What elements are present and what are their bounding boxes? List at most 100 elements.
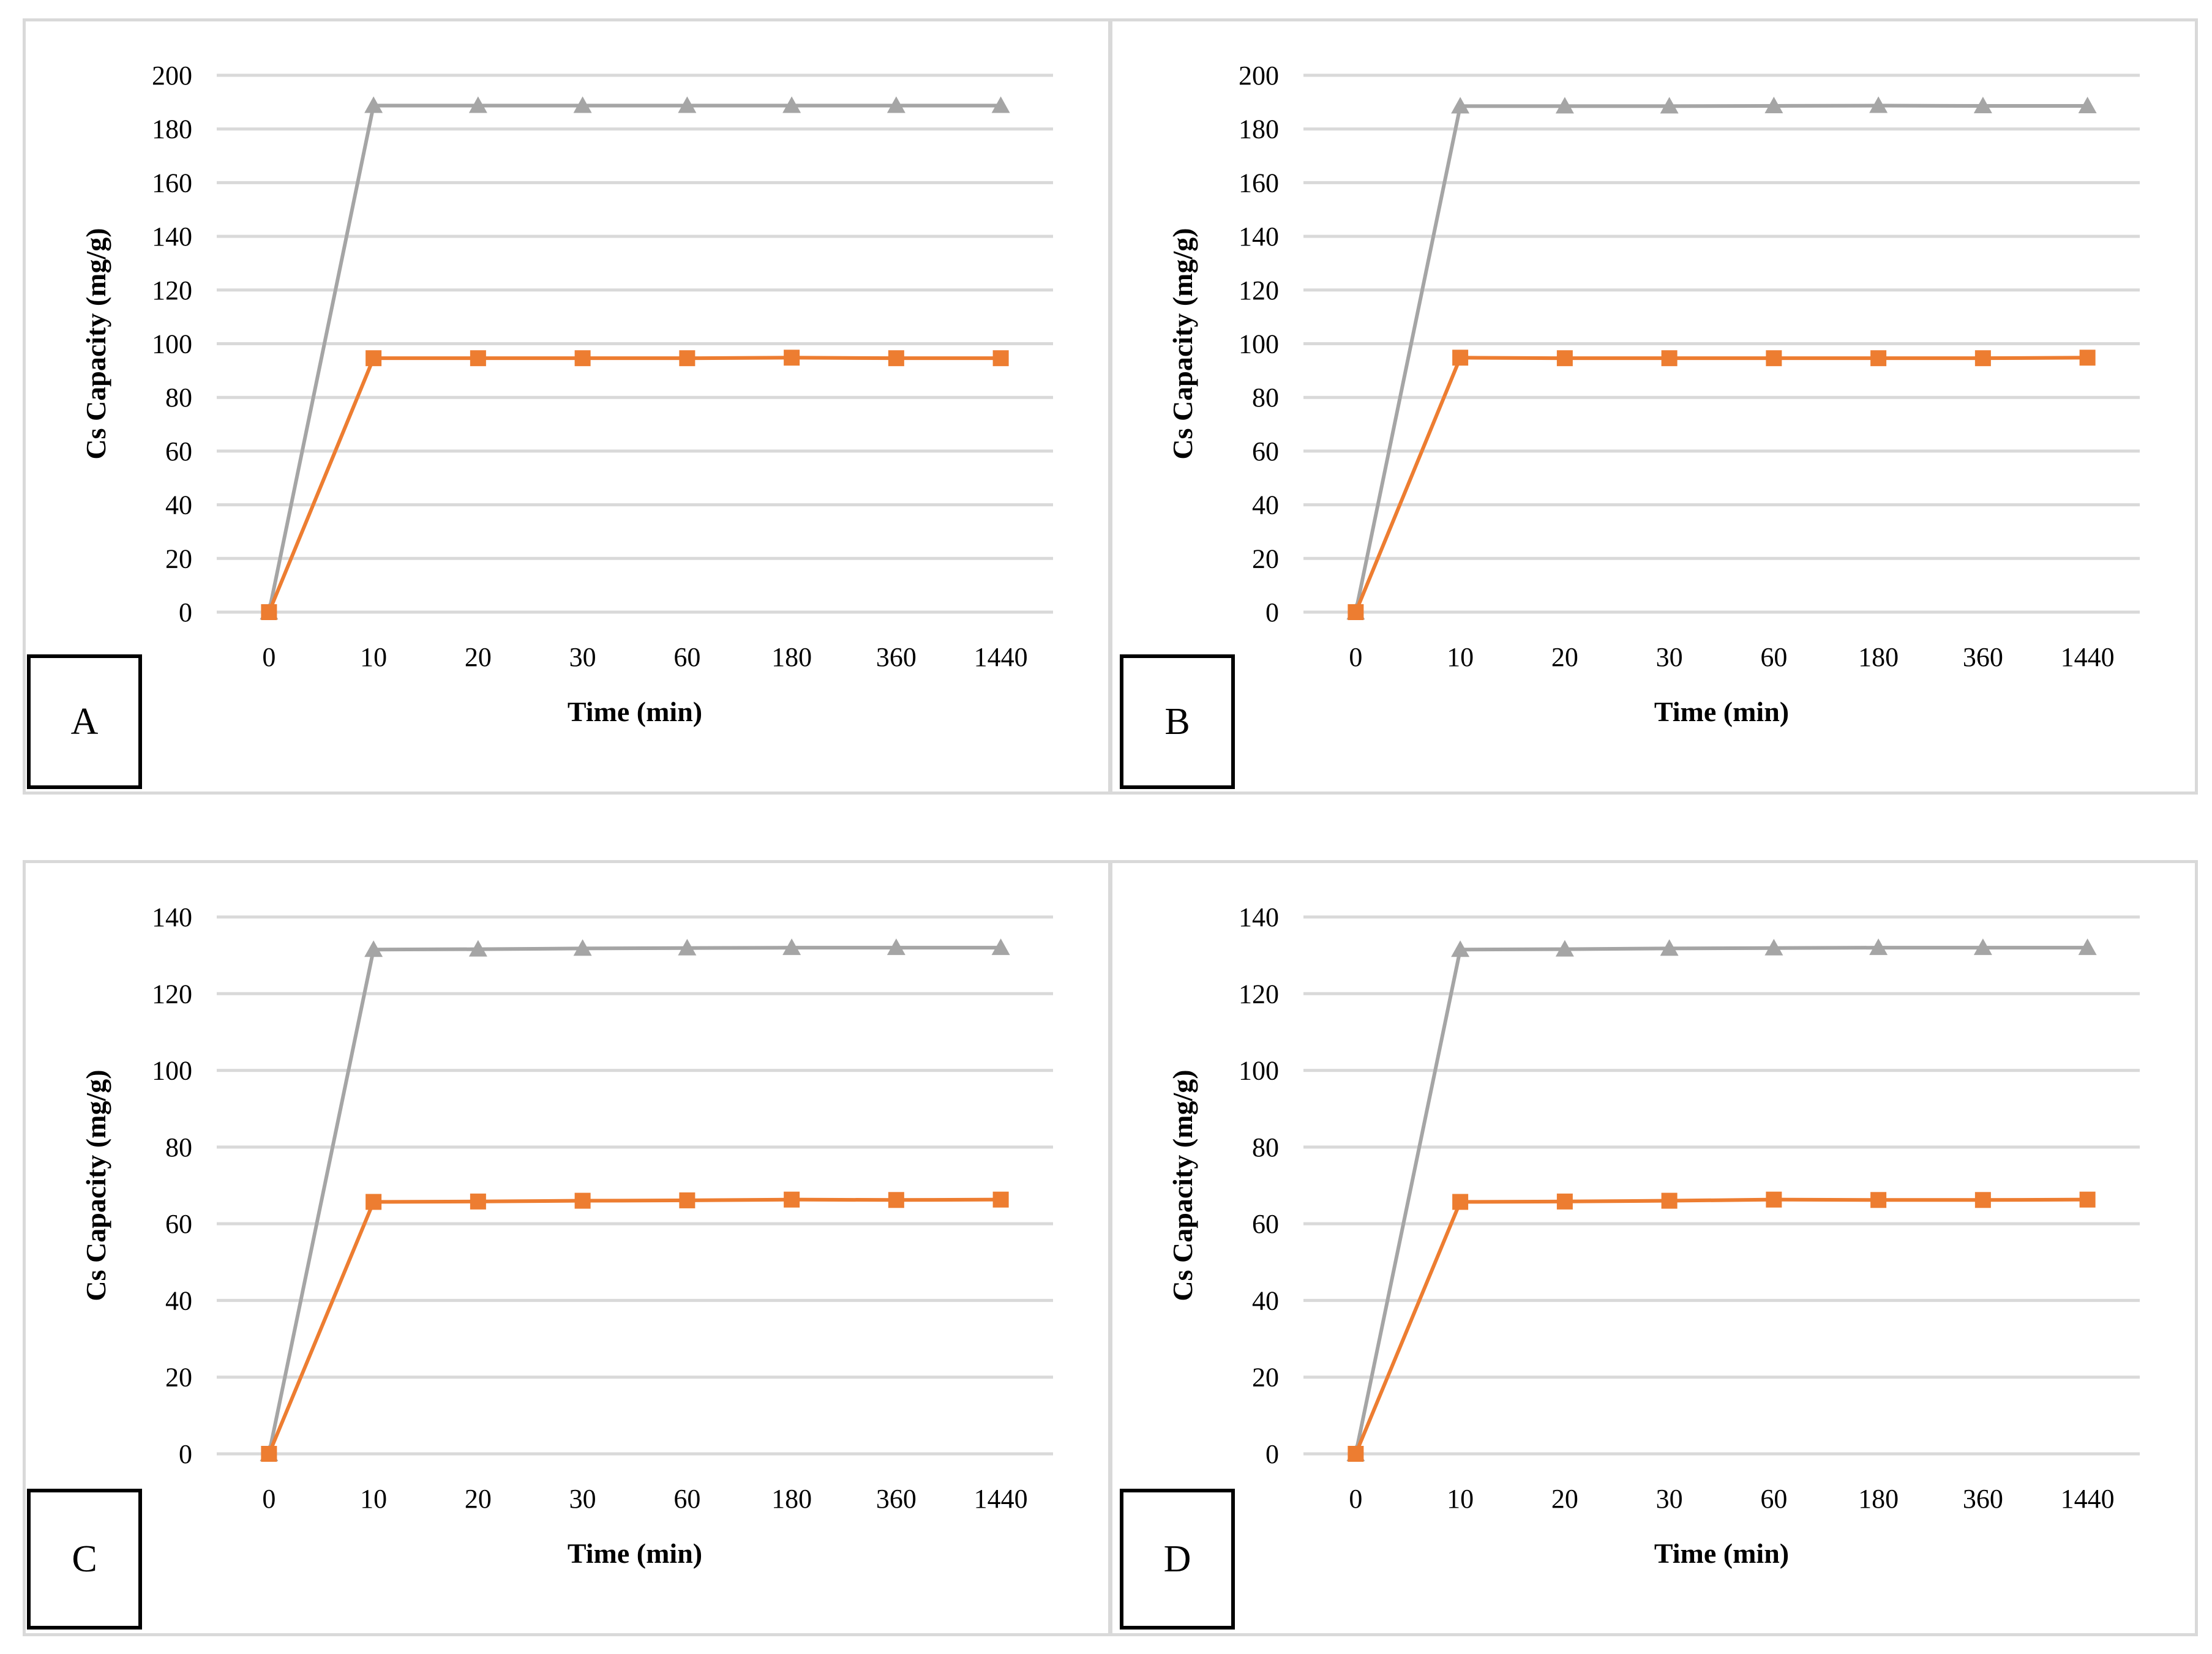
y-tick-label: 140 <box>152 902 192 932</box>
y-tick-label: 100 <box>152 329 192 359</box>
orange-square-point <box>1556 350 1573 367</box>
y-axis-title: Cs Capacity (mg/g) <box>80 1069 111 1301</box>
y-tick-label: 100 <box>1239 1056 1279 1086</box>
chart-panel-c: 0 20 40 60 80 100 120 140 0 10 20 30 60 180 360 1440 Tim… <box>23 860 1111 1636</box>
gray-triangle-point <box>1973 938 1992 956</box>
orange-square-point <box>784 350 800 366</box>
x-tick-label: 20 <box>465 642 492 672</box>
y-tick-label: 120 <box>152 979 192 1009</box>
series-gray-line-d <box>1354 946 2088 1454</box>
x-tick-label: 360 <box>1963 642 2003 672</box>
y-tick-label: 140 <box>152 222 192 252</box>
x-tick-label: 20 <box>1551 1484 1578 1514</box>
y-tick-label: 80 <box>1252 1132 1279 1162</box>
y-tick-label: 160 <box>1239 168 1279 198</box>
panel-label-c: C <box>27 1489 142 1630</box>
gray-triangle-point <box>678 96 697 113</box>
series-gray-line-b <box>1354 103 2088 613</box>
x-tick-label: 30 <box>569 1484 596 1514</box>
x-tick-label: 0 <box>262 1484 276 1514</box>
orange-square-point <box>366 1194 382 1210</box>
orange-square-point <box>679 1192 695 1208</box>
chart-svg-a: 0 20 40 60 80 100 120 140 160 180 200 0 10 20 30 60 180 3… <box>80 61 1053 727</box>
x-tick-label: 10 <box>360 642 387 672</box>
y-tick-label: 200 <box>152 61 192 91</box>
orange-square-point <box>366 350 382 367</box>
orange-square-point <box>679 350 695 367</box>
y-tick-label: 140 <box>1239 222 1279 252</box>
orange-square-point <box>1870 1192 1887 1208</box>
orange-square-point <box>1661 1192 1678 1209</box>
chart-svg-d: 0 20 40 60 80 100 120 140 0 10 20 30 60 180 360 1440 Tim… <box>1167 902 2140 1569</box>
y-tick-label: 140 <box>1239 902 1279 932</box>
gray-triangle-point <box>1973 96 1992 113</box>
series-orange-line-b <box>1354 356 2088 613</box>
gray-triangle-point <box>991 96 1010 113</box>
y-axis-title: Cs Capacity (mg/g) <box>1167 228 1198 459</box>
gray-triangle-point <box>573 96 592 113</box>
y-tick-label: 100 <box>1239 329 1279 359</box>
gray-triangle-point <box>468 96 487 113</box>
orange-square-point <box>470 350 486 367</box>
orange-square-point <box>1661 350 1678 367</box>
x-tick-label: 180 <box>771 642 812 672</box>
y-tick-label: 80 <box>165 1132 192 1162</box>
gray-triangle-point <box>1764 96 1783 113</box>
orange-square-point <box>1974 350 1991 367</box>
y-axis-title: Cs Capacity (mg/g) <box>1167 1069 1198 1301</box>
x-tick-label: 1440 <box>2061 1484 2115 1514</box>
gray-triangle-point <box>991 938 1010 956</box>
gray-triangle-point <box>2078 938 2097 956</box>
series-orange-line-d <box>1354 1197 2088 1455</box>
chart-panel-d: 0 20 40 60 80 100 120 140 0 10 20 30 60 180 360 1440 Tim… <box>1109 860 2198 1636</box>
gray-triangle-point <box>1555 97 1574 114</box>
orange-square-point <box>888 350 904 367</box>
orange-square-point <box>1452 1194 1469 1210</box>
orange-square-point <box>1766 350 1782 367</box>
orange-square-point <box>1452 350 1469 366</box>
x-axis-title: Time (min) <box>1654 1538 1789 1569</box>
y-tick-label: 120 <box>1239 275 1279 305</box>
gray-triangle-point <box>468 940 487 957</box>
series-orange-line-a <box>267 356 1001 613</box>
y-tick-label: 180 <box>152 114 192 144</box>
x-tick-label: 180 <box>1858 642 1899 672</box>
chart-panel-a: 0 20 40 60 80 100 120 140 160 180 200 0 10 20 30 60 180 3… <box>23 18 1111 795</box>
x-tick-label: 1440 <box>974 1484 1028 1514</box>
x-axis-title: Time (min) <box>568 696 702 727</box>
y-axis-title: Cs Capacity (mg/g) <box>80 228 111 459</box>
x-tick-label: 60 <box>1760 1484 1787 1514</box>
y-tick-label: 40 <box>1252 490 1279 520</box>
gray-triangle-point <box>573 939 592 956</box>
gray-triangle-point <box>1555 940 1574 957</box>
orange-square-point <box>1766 1191 1782 1208</box>
gray-triangle-point <box>678 938 697 956</box>
y-tick-label: 60 <box>1252 436 1279 466</box>
panel-label-a: A <box>27 654 142 789</box>
gray-triangle-point <box>1660 939 1679 956</box>
gray-triangle-point <box>1869 938 1888 956</box>
y-tick-label: 60 <box>1252 1209 1279 1239</box>
x-tick-label: 0 <box>1349 642 1362 672</box>
x-tick-label: 10 <box>360 1484 387 1514</box>
orange-square-point <box>1556 1193 1573 1210</box>
orange-square-point <box>1348 604 1364 620</box>
x-tick-label: 180 <box>771 1484 812 1514</box>
gray-triangle-point <box>1764 938 1783 956</box>
y-tick-label: 120 <box>152 275 192 305</box>
orange-square-point <box>574 1192 591 1209</box>
y-tick-label: 20 <box>165 1363 192 1393</box>
gray-triangle-point <box>1451 97 1470 114</box>
x-tick-label: 360 <box>876 642 917 672</box>
panel-label-b: B <box>1120 654 1235 789</box>
x-tick-label: 1440 <box>2061 642 2115 672</box>
gray-triangle-point <box>364 940 383 957</box>
gray-triangle-point <box>782 938 801 956</box>
y-tick-label: 60 <box>165 1209 192 1239</box>
x-tick-label: 20 <box>465 1484 492 1514</box>
y-tick-label: 180 <box>1239 114 1279 144</box>
orange-square-point <box>261 604 277 620</box>
y-tick-label: 0 <box>1265 597 1279 627</box>
orange-square-point <box>470 1193 486 1210</box>
series-orange-line-c <box>267 1197 1001 1455</box>
